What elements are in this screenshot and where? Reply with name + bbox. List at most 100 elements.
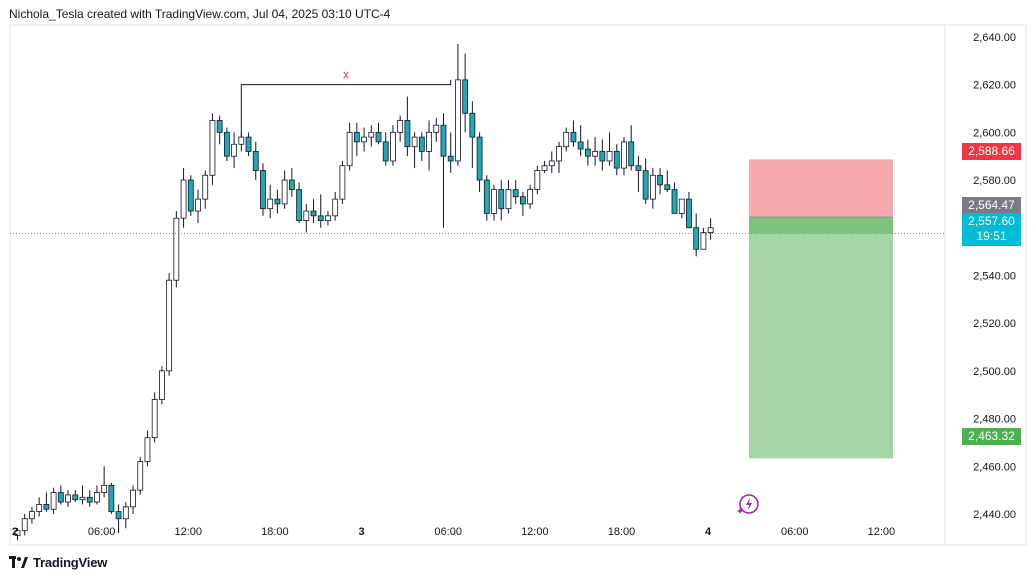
candle[interactable] [101, 466, 108, 498]
tradingview-footer[interactable]: TradingView [9, 555, 107, 570]
candle[interactable] [548, 151, 555, 173]
candle[interactable] [469, 101, 476, 169]
candle[interactable] [440, 113, 447, 228]
candle[interactable] [498, 180, 505, 221]
candle[interactable] [462, 53, 469, 133]
candle[interactable] [310, 199, 317, 223]
candle[interactable] [621, 137, 627, 176]
candle[interactable] [541, 160, 548, 173]
candle[interactable] [14, 528, 21, 541]
candle[interactable] [180, 168, 187, 228]
candle[interactable] [303, 203, 310, 233]
candle[interactable] [635, 156, 642, 192]
candle[interactable] [411, 132, 418, 169]
candle[interactable] [657, 168, 663, 195]
flash-replay-icon[interactable] [737, 493, 759, 515]
candle[interactable] [137, 456, 144, 495]
candle[interactable] [231, 132, 238, 169]
candle[interactable] [72, 490, 79, 503]
candle[interactable] [592, 137, 598, 166]
candle[interactable] [353, 122, 360, 157]
candle[interactable] [108, 482, 115, 514]
candle[interactable] [599, 139, 606, 171]
candle[interactable] [317, 194, 324, 228]
candle[interactable] [223, 127, 230, 161]
candle[interactable] [332, 191, 339, 221]
candle[interactable] [584, 139, 591, 166]
candle[interactable] [281, 170, 288, 209]
candle[interactable] [570, 120, 577, 147]
candle[interactable] [209, 113, 216, 185]
candle[interactable] [390, 125, 396, 166]
candle[interactable] [664, 170, 671, 192]
candle[interactable] [642, 158, 649, 204]
candle[interactable] [368, 125, 375, 147]
candle[interactable] [50, 487, 57, 514]
candle[interactable] [36, 497, 43, 517]
candle[interactable] [296, 182, 302, 223]
candle[interactable] [267, 184, 274, 219]
candle[interactable] [678, 198, 685, 219]
candle[interactable] [418, 132, 425, 161]
candle[interactable] [346, 122, 353, 171]
candle[interactable] [520, 191, 526, 216]
candle[interactable] [79, 485, 86, 505]
risk-zone[interactable] [749, 159, 893, 218]
candle[interactable] [187, 175, 194, 216]
candle[interactable] [404, 96, 411, 157]
candle[interactable] [43, 492, 50, 512]
candle[interactable] [693, 213, 700, 257]
candle[interactable] [613, 144, 620, 176]
candle[interactable] [476, 132, 483, 192]
candle[interactable] [628, 125, 635, 171]
candle[interactable] [260, 163, 266, 216]
candle[interactable] [21, 513, 28, 536]
candle[interactable] [166, 273, 173, 376]
candle[interactable] [433, 118, 440, 142]
candle[interactable] [252, 141, 259, 181]
candle[interactable] [505, 180, 512, 214]
candle[interactable] [483, 175, 490, 221]
candle[interactable] [382, 132, 389, 166]
candle[interactable] [707, 218, 714, 240]
candle[interactable] [397, 115, 404, 142]
candle[interactable] [671, 182, 678, 214]
candle[interactable] [245, 132, 252, 157]
candle[interactable] [447, 132, 454, 173]
candle[interactable] [577, 125, 584, 157]
candle[interactable] [556, 141, 562, 173]
reward-zone[interactable] [749, 217, 893, 459]
candle[interactable] [686, 191, 692, 229]
candle[interactable] [216, 115, 223, 145]
candle[interactable] [512, 180, 519, 204]
candle[interactable] [122, 502, 129, 529]
candle[interactable] [195, 189, 201, 223]
candle[interactable] [151, 392, 158, 443]
candle[interactable] [426, 120, 432, 171]
candle[interactable] [563, 127, 570, 152]
candle[interactable] [57, 485, 64, 505]
candle[interactable] [534, 165, 541, 195]
candle[interactable] [238, 132, 245, 152]
candle[interactable] [361, 127, 367, 152]
candle[interactable] [325, 211, 331, 226]
candle[interactable] [130, 485, 136, 514]
candle[interactable] [288, 168, 295, 197]
candle[interactable] [158, 366, 165, 405]
candle[interactable] [491, 184, 497, 221]
candle[interactable] [455, 44, 461, 166]
candle[interactable] [375, 122, 382, 145]
candle[interactable] [700, 227, 707, 250]
candle[interactable] [527, 184, 534, 209]
candle[interactable] [339, 160, 346, 204]
candle[interactable] [29, 506, 35, 524]
candle[interactable] [86, 490, 93, 507]
candle[interactable] [115, 504, 122, 534]
candle[interactable] [144, 430, 151, 467]
candle[interactable] [65, 490, 71, 507]
candle[interactable] [649, 168, 656, 209]
candle[interactable] [606, 132, 613, 166]
candle[interactable] [202, 170, 209, 209]
candle[interactable] [94, 485, 100, 505]
